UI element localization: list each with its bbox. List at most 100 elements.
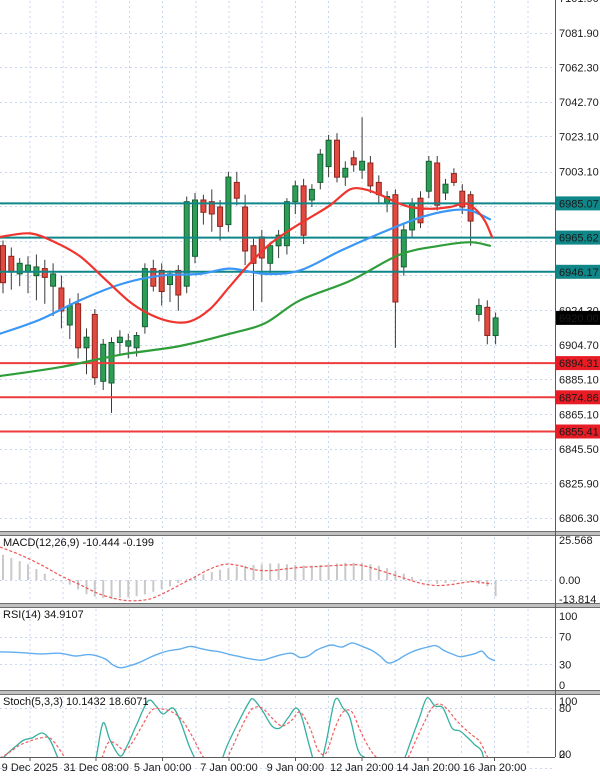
bearish-candle xyxy=(75,303,82,349)
bearish-candle xyxy=(417,197,424,224)
bullish-candle xyxy=(342,167,349,178)
bearish-candle xyxy=(334,139,340,178)
bullish-candle xyxy=(308,188,315,201)
bullish-candle xyxy=(425,160,432,192)
panel-separator[interactable] xyxy=(0,603,600,608)
macd-axis-label: 25.568 xyxy=(559,535,593,547)
price-axis-label: 7023.10 xyxy=(559,131,599,143)
bearish-candle xyxy=(459,190,466,208)
price-axis-label: 7081.90 xyxy=(559,28,599,40)
price-axis-label: 6904.70 xyxy=(559,340,599,352)
price-axis-label: 6806.30 xyxy=(559,513,599,525)
time-axis-label: 16 Jan 20:00 xyxy=(463,762,527,774)
bearish-candle xyxy=(392,194,399,303)
resistance-price-badge-text: 6946.17 xyxy=(559,267,599,279)
time-axis-label: 14 Jan 20:00 xyxy=(396,762,460,774)
bullish-candle xyxy=(125,340,132,347)
bearish-candle xyxy=(217,206,224,227)
resistance-price-badge[interactable] xyxy=(556,230,600,245)
bullish-candle xyxy=(267,245,274,264)
support-price-badge[interactable] xyxy=(556,424,600,439)
macd-axis-label: -13.814 xyxy=(559,594,596,606)
stoch-axis-label: 100 xyxy=(559,696,577,708)
price-panel[interactable] xyxy=(0,117,555,433)
bullish-candle xyxy=(283,201,290,247)
bullish-candle xyxy=(83,336,90,349)
stoch-axis-label: 80 xyxy=(559,703,571,715)
resistance-price-badge[interactable] xyxy=(556,264,600,279)
stoch-axis-label: 0 xyxy=(559,749,565,761)
time-axis-label: 7 Jan 00:00 xyxy=(200,762,258,774)
price-axis-label: 7101.90 xyxy=(559,0,599,5)
support-price-badge-text: 6894.31 xyxy=(559,358,599,370)
bullish-candle xyxy=(292,185,299,203)
candles xyxy=(0,117,499,413)
bearish-candle xyxy=(258,236,265,259)
bullish-candle xyxy=(359,160,366,171)
bearish-candle xyxy=(233,181,240,199)
grid-lines xyxy=(0,1,555,769)
macd-axis-label: 0.00 xyxy=(559,575,580,587)
current-price-badge[interactable] xyxy=(556,310,600,325)
ma-mid-blue xyxy=(0,208,492,335)
rsi-axis-label: 0 xyxy=(559,680,565,692)
bullish-candle xyxy=(50,273,57,287)
panel-separator[interactable] xyxy=(0,531,600,536)
resistance-price-badge-text: 6965.62 xyxy=(559,233,599,245)
bullish-candle xyxy=(225,176,232,226)
bearish-candle xyxy=(0,245,6,284)
rsi-axis-label: 30 xyxy=(559,659,571,671)
moving-averages xyxy=(0,186,494,378)
bearish-candle xyxy=(242,206,249,252)
price-badges: 6985.07 6965.62 6946.17 6894.31 6874.86 6855.… xyxy=(556,196,600,439)
bearish-candle xyxy=(175,269,182,296)
rsi-indicator-label: RSI(14) 34.9107 xyxy=(3,609,84,621)
ma-fast-red xyxy=(0,186,494,324)
support-price-badge[interactable] xyxy=(556,390,600,405)
resistance-price-badge-text: 6985.07 xyxy=(559,198,599,210)
time-axis-label: 9 Dec 2025 xyxy=(2,762,58,774)
bullish-candle xyxy=(183,201,190,287)
macd-indicator-label: MACD(12,26,9) -10.444 -0.199 xyxy=(3,537,155,549)
bearish-candle xyxy=(350,157,357,166)
price-axis-label: 6865.10 xyxy=(559,409,599,421)
bullish-candle xyxy=(442,183,449,194)
bullish-candle xyxy=(325,139,332,168)
rsi-panel[interactable] xyxy=(0,642,496,669)
macd-panel[interactable] xyxy=(0,546,497,602)
resistance-price-badge[interactable] xyxy=(556,196,600,211)
price-axis-label: 7003.10 xyxy=(559,167,599,179)
bearish-candle xyxy=(434,162,441,206)
bearish-candle xyxy=(450,173,457,183)
bullish-candle xyxy=(492,317,499,336)
bullish-candle xyxy=(192,199,198,257)
time-axis-label: 31 Dec 08:00 xyxy=(63,762,128,774)
stoch-d-line xyxy=(0,703,489,757)
stoch-indicator-label: Stoch(5,3,3) 10.1432 18.6071 xyxy=(3,696,149,708)
ma-slow-green xyxy=(0,241,492,378)
bullish-candle xyxy=(116,336,123,344)
rsi-axis-label: 70 xyxy=(559,632,571,644)
bullish-candle xyxy=(475,305,482,315)
price-axis-label: 7042.70 xyxy=(559,97,599,109)
bearish-candle xyxy=(250,245,257,264)
bullish-candle xyxy=(16,262,23,275)
rsi-line xyxy=(0,642,496,669)
stoch-k-line xyxy=(3,697,485,757)
support-price-badge-text: 6874.86 xyxy=(559,392,599,404)
price-axis-label: 6845.50 xyxy=(559,444,599,456)
bullish-candle xyxy=(133,335,140,349)
support-price-badge[interactable] xyxy=(556,356,600,371)
panel-separator[interactable] xyxy=(0,690,600,695)
bearish-candle xyxy=(41,268,48,278)
bearish-candle xyxy=(367,162,374,187)
bearish-candle xyxy=(300,185,307,236)
bullish-candle xyxy=(66,305,73,326)
bearish-candle xyxy=(200,199,207,213)
stochastic-panel[interactable] xyxy=(0,697,495,779)
price-axis-label: 6825.90 xyxy=(559,478,599,490)
bearish-candle xyxy=(8,255,15,273)
time-axis-label: 12 Jan 20:00 xyxy=(330,762,394,774)
